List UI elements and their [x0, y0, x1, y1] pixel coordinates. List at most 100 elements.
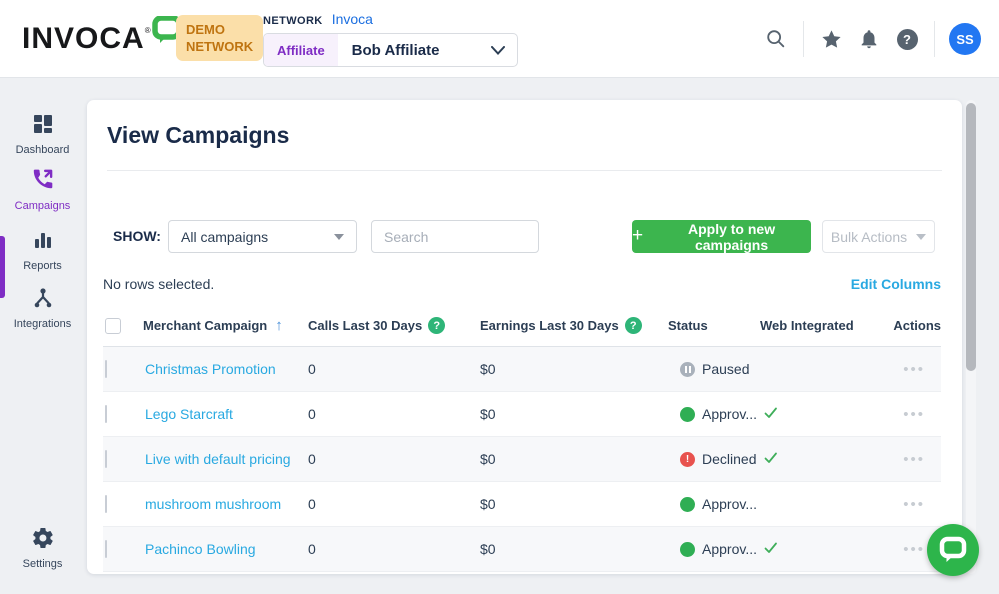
favorites-star-icon[interactable]: [812, 20, 850, 58]
campaign-filter-dropdown[interactable]: All campaigns: [168, 220, 357, 253]
earnings-value: $0: [480, 541, 496, 557]
integrations-nodes-icon: [34, 288, 51, 308]
column-header-earnings[interactable]: Earnings Last 30 Days ?: [480, 317, 660, 334]
campaigns-table: Merchant Campaign ↑ Calls Last 30 Days ?…: [103, 305, 941, 572]
affiliate-selector[interactable]: Affiliate Bob Affiliate: [263, 33, 518, 67]
apply-to-new-campaigns-button[interactable]: + Apply to new campaigns: [632, 220, 811, 253]
status-label: Approv...: [702, 406, 756, 422]
reports-bar-chart-icon: [34, 233, 51, 248]
column-label: Calls Last 30 Days: [308, 318, 423, 333]
sidebar-item-label: Dashboard: [15, 144, 70, 156]
sidebar-item-integrations[interactable]: Integrations: [0, 286, 85, 330]
calls-value: 0: [308, 496, 316, 512]
chat-widget-button[interactable]: [927, 524, 979, 576]
campaign-link[interactable]: Live with default pricing: [145, 451, 291, 467]
earnings-value: $0: [480, 496, 496, 512]
bulk-actions-label: Bulk Actions: [830, 228, 908, 245]
web-integrated-check-icon: [764, 452, 777, 463]
show-label: SHOW:: [113, 228, 161, 244]
logo-text: INVOCA: [22, 22, 145, 55]
status-label: Declined: [702, 451, 756, 467]
table-header-row: Merchant Campaign ↑ Calls Last 30 Days ?…: [103, 305, 941, 347]
earnings-value: $0: [480, 406, 496, 422]
table-row: mushroom mushroom 0 $0 Approv... •••: [103, 482, 941, 527]
user-avatar[interactable]: SS: [949, 23, 981, 55]
row-actions-menu[interactable]: •••: [903, 495, 925, 513]
row-checkbox[interactable]: [105, 450, 107, 468]
sidebar-item-label: Campaigns: [14, 200, 71, 212]
column-label: Merchant Campaign: [143, 318, 268, 333]
status-icon: [680, 541, 695, 557]
column-label: Actions: [893, 318, 941, 333]
bulk-actions-dropdown[interactable]: Bulk Actions: [822, 220, 935, 253]
column-header-status[interactable]: Status: [660, 318, 756, 333]
web-integrated-check-icon: [764, 407, 777, 418]
column-header-web-integrated[interactable]: Web Integrated: [756, 318, 880, 333]
row-actions-menu[interactable]: •••: [903, 540, 925, 558]
network-link[interactable]: Invoca: [331, 11, 373, 27]
campaign-link[interactable]: Christmas Promotion: [145, 361, 276, 377]
calls-value: 0: [308, 541, 316, 557]
scrollbar-thumb[interactable]: [966, 103, 976, 371]
top-bar: INVOCA ® DEMO NETWORK NETWORK Invoca Aff…: [0, 0, 999, 78]
selection-status-row: No rows selected. Edit Columns: [103, 274, 941, 296]
sidebar-item-reports[interactable]: Reports: [0, 228, 85, 272]
campaign-link[interactable]: Pachinco Bowling: [145, 541, 256, 557]
row-checkbox[interactable]: [105, 360, 107, 378]
row-actions-menu[interactable]: •••: [903, 450, 925, 468]
help-icon[interactable]: ?: [888, 20, 926, 58]
divider: [803, 21, 804, 57]
sidebar-item-label: Settings: [22, 558, 63, 570]
row-checkbox[interactable]: [105, 405, 107, 423]
badge-line1: DEMO: [186, 22, 225, 37]
column-label: Web Integrated: [760, 318, 854, 333]
table-row: Pachinco Bowling 0 $0 Approv... •••: [103, 527, 941, 572]
search-input[interactable]: [371, 220, 539, 253]
column-label: Status: [668, 318, 708, 333]
column-header-calls[interactable]: Calls Last 30 Days ?: [308, 317, 480, 334]
apply-button-label: Apply to new campaigns: [687, 220, 776, 253]
calls-value: 0: [308, 361, 316, 377]
search-icon[interactable]: [757, 20, 795, 58]
help-question-glyph: ?: [896, 28, 918, 50]
sidebar-nav: Dashboard Campaigns Reports Integrations…: [0, 78, 85, 594]
row-actions-menu[interactable]: •••: [903, 405, 925, 423]
registered-mark: ®: [144, 26, 151, 35]
earnings-value: $0: [480, 361, 496, 377]
campaign-link[interactable]: mushroom mushroom: [145, 496, 282, 512]
affiliate-name: Bob Affiliate: [351, 41, 440, 59]
row-checkbox[interactable]: [105, 495, 107, 513]
help-tooltip-icon[interactable]: ?: [624, 317, 642, 334]
notifications-bell-icon[interactable]: [850, 20, 888, 58]
edit-columns-link[interactable]: Edit Columns: [850, 276, 941, 292]
sidebar-item-dashboard[interactable]: Dashboard: [0, 112, 85, 156]
settings-gear-icon: [32, 527, 53, 549]
status-label: Paused: [702, 361, 750, 377]
sidebar-item-campaigns[interactable]: Campaigns: [0, 166, 85, 212]
invoca-logo[interactable]: INVOCA ®: [22, 15, 182, 56]
sidebar-item-settings[interactable]: Settings: [0, 526, 85, 570]
campaigns-phone-icon: [33, 169, 52, 189]
view-campaigns-card: View Campaigns SHOW: All campaigns + App…: [87, 100, 962, 574]
network-breadcrumb: NETWORK Invoca: [263, 11, 373, 27]
help-tooltip-icon[interactable]: ?: [428, 317, 446, 334]
status-icon: [680, 406, 695, 422]
divider: [934, 21, 935, 57]
chevron-down-icon: [491, 34, 517, 66]
sort-ascending-icon: ↑: [275, 317, 283, 334]
topbar-actions: ? SS: [757, 0, 981, 78]
calls-value: 0: [308, 406, 316, 422]
filter-value: All campaigns: [181, 228, 269, 245]
affiliate-role-tag: Affiliate: [264, 34, 338, 66]
divider: [107, 170, 942, 171]
web-integrated-check-icon: [764, 542, 777, 553]
campaign-link[interactable]: Lego Starcraft: [145, 406, 233, 422]
select-all-checkbox[interactable]: [105, 317, 121, 334]
row-checkbox[interactable]: [105, 540, 107, 558]
status-icon: [680, 361, 695, 377]
row-actions-menu[interactable]: •••: [903, 360, 925, 378]
scrollbar-track[interactable]: [966, 100, 976, 574]
column-header-campaign[interactable]: Merchant Campaign ↑: [143, 317, 308, 334]
badge-line2: NETWORK: [186, 39, 254, 54]
status-label: Approv...: [702, 541, 756, 557]
